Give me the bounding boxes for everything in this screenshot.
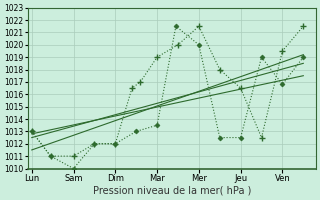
X-axis label: Pression niveau de la mer( hPa ): Pression niveau de la mer( hPa ) xyxy=(92,186,251,196)
